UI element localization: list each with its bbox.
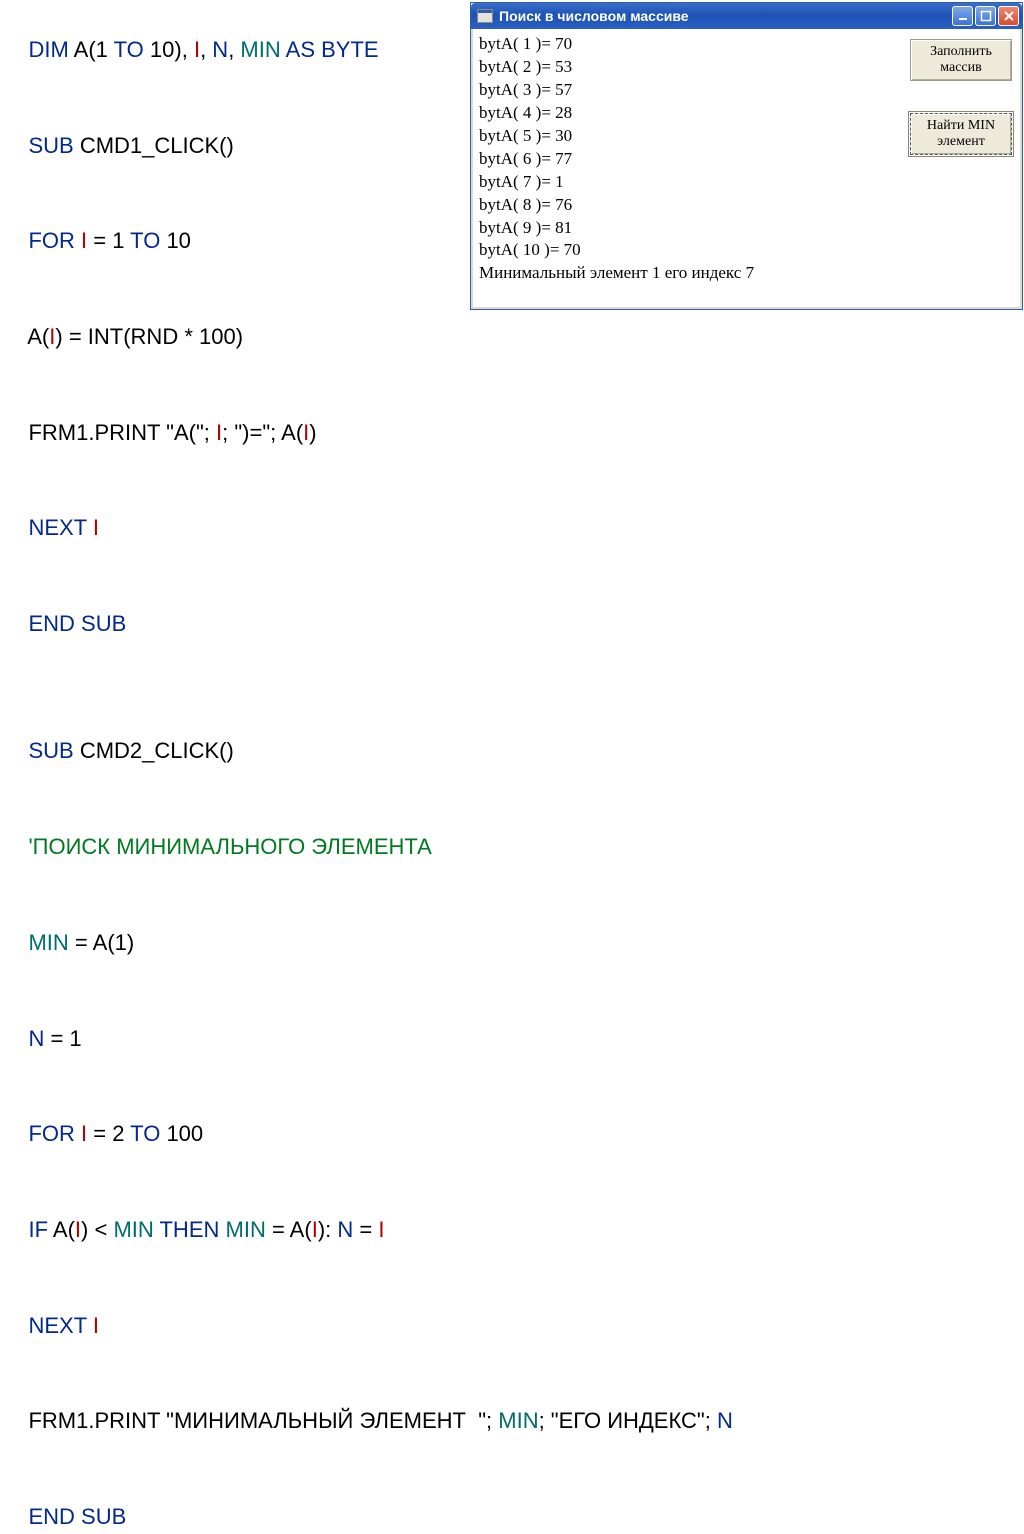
output-line: bytA( 8 )= 76 [479, 194, 1014, 217]
maximize-button[interactable] [975, 6, 996, 26]
find-min-button[interactable]: Найти MINэлемент [910, 113, 1012, 155]
output-line: bytA( 10 )= 70 [479, 239, 1014, 262]
output-line: Минимальный элемент 1 его индекс 7 [479, 262, 1014, 285]
close-button[interactable] [998, 6, 1019, 26]
fill-array-button[interactable]: Заполнитьмассив [910, 39, 1012, 81]
form-icon [477, 9, 493, 23]
titlebar[interactable]: Поиск в числовом массиве [471, 3, 1022, 29]
comment-line: 'ПОИСК МИНИМАЛЬНОГО ЭЛЕМЕНТА [28, 834, 431, 859]
output-line: bytA( 7 )= 1 [479, 171, 1014, 194]
window-title: Поиск в числовом массиве [499, 8, 689, 24]
output-line: bytA( 9 )= 81 [479, 217, 1014, 240]
minimize-button[interactable] [952, 6, 973, 26]
kw-dim: DIM [28, 37, 68, 62]
vb-form-window: Поиск в числовом массиве bytA( 1 )= 70 b… [470, 2, 1023, 310]
form-client-area: bytA( 1 )= 70 bytA( 2 )= 53 bytA( 3 )= 5… [471, 29, 1022, 309]
